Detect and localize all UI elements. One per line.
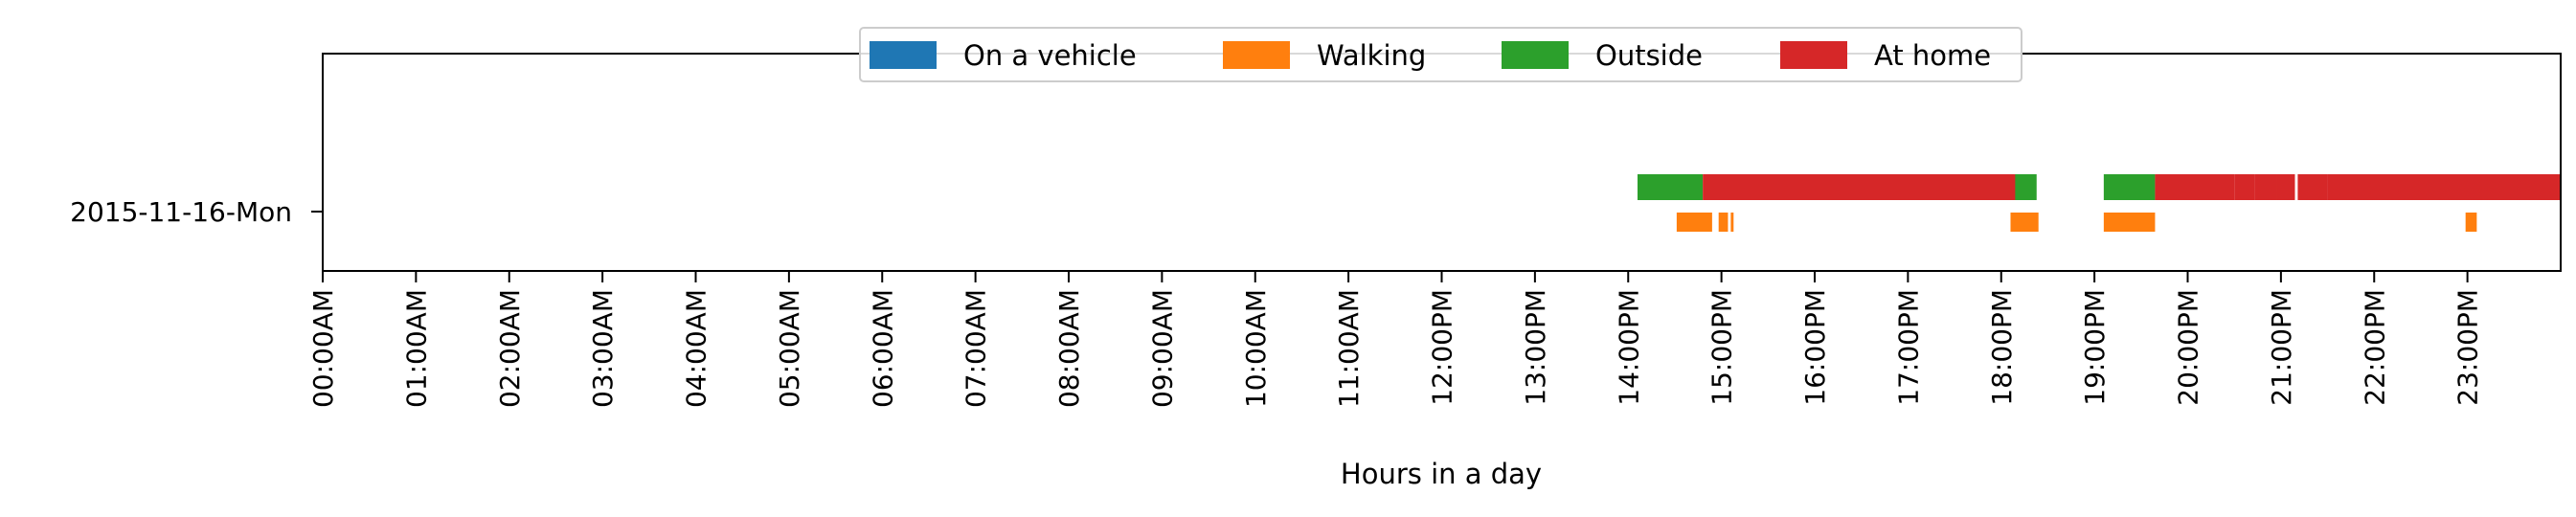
legend-swatch [1502, 41, 1569, 69]
activity-bar [2254, 174, 2277, 200]
x-tick-label: 18:00PM [1986, 289, 2018, 406]
activity-bar [2010, 213, 2039, 232]
legend-swatch [1223, 41, 1290, 69]
x-tick-label: 09:00AM [1146, 289, 1178, 408]
x-tick-label: 20:00PM [2173, 289, 2204, 406]
y-tick-label: 2015-11-16-Mon [70, 196, 292, 228]
x-tick-label: 03:00AM [587, 289, 619, 408]
x-tick-label: 17:00PM [1892, 289, 1924, 406]
x-tick-label: 21:00PM [2266, 289, 2297, 406]
x-tick-label: 08:00AM [1053, 289, 1085, 408]
x-tick-label: 02:00AM [494, 289, 526, 408]
activity-bar [1637, 174, 1704, 200]
activity-bar [2327, 174, 2561, 200]
activity-bar [1718, 213, 1729, 232]
x-tick-label: 05:00AM [774, 289, 805, 408]
activity-bar [1703, 174, 2016, 200]
y-axis: 2015-11-16-Mon [70, 196, 323, 228]
x-tick-label: 19:00PM [2079, 289, 2111, 406]
legend: On a vehicle Walking Outside At home [859, 27, 2022, 82]
x-tick-label: 22:00PM [2359, 289, 2390, 406]
legend-swatch [1780, 41, 1847, 69]
x-tick-label: 10:00AM [1240, 289, 1272, 408]
x-tick-label: 11:00AM [1333, 289, 1365, 408]
x-tick-label: 16:00PM [1799, 289, 1831, 406]
legend-box [859, 27, 2022, 82]
x-tick-label: 06:00AM [867, 289, 898, 408]
activity-bar [2155, 174, 2235, 200]
activity-bar [2297, 174, 2328, 200]
activity-bar [2234, 174, 2255, 200]
x-tick-label: 13:00PM [1520, 289, 1551, 406]
x-tick-label: 00:00AM [307, 289, 339, 408]
legend-label: Outside [1595, 39, 1703, 72]
bars-layer [1637, 174, 2561, 232]
legend-label: On a vehicle [963, 39, 1137, 72]
activity-bar [2103, 174, 2156, 200]
legend-swatch [870, 41, 937, 69]
x-axis-ticks: 00:00AM 01:00AM 02:00AM 03:00AM 04:00AM 05:00… [307, 271, 2484, 408]
legend-items: On a vehicle Walking Outside At home [870, 39, 1991, 72]
activity-bar [2465, 213, 2477, 232]
x-tick-label: 04:00AM [681, 289, 712, 408]
activity-bar [1676, 213, 1712, 232]
x-tick-label: 07:00AM [960, 289, 992, 408]
plot-frame [322, 53, 2562, 272]
activity-bar [2103, 213, 2156, 232]
x-axis-label: Hours in a day [1341, 458, 1542, 490]
x-tick-label: 12:00PM [1427, 289, 1458, 406]
activity-bar [2276, 174, 2295, 200]
x-tick-label: 15:00PM [1706, 289, 1738, 406]
activity-bar [1730, 213, 1734, 232]
x-tick-label: 23:00PM [2452, 289, 2484, 406]
legend-label: Walking [1317, 39, 1426, 72]
legend-label: At home [1874, 39, 1991, 72]
x-tick-label: 14:00PM [1613, 289, 1644, 406]
x-tick-label: 01:00AM [400, 289, 432, 408]
